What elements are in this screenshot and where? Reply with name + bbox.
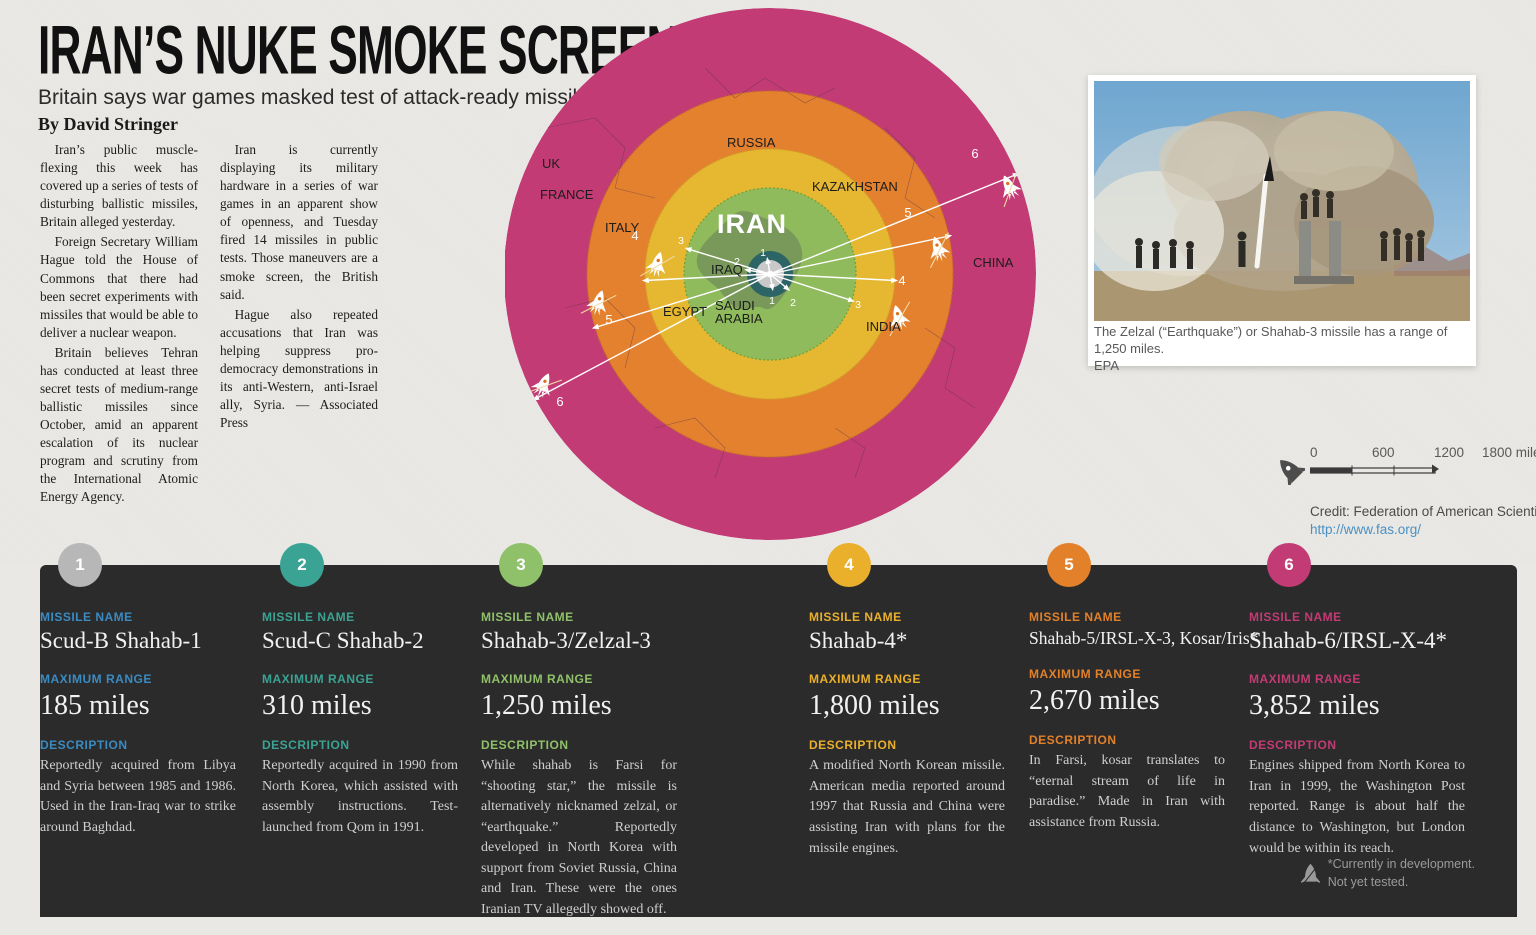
svg-text:EGYPT: EGYPT — [663, 304, 707, 319]
svg-text:3: 3 — [855, 299, 861, 311]
svg-text:ITALY: ITALY — [605, 220, 640, 235]
svg-text:INDIA: INDIA — [866, 319, 901, 334]
svg-text:3: 3 — [678, 235, 684, 247]
svg-text:5: 5 — [605, 312, 612, 327]
svg-text:IRAQ: IRAQ — [711, 262, 743, 277]
svg-text:6: 6 — [556, 394, 563, 409]
svg-text:1: 1 — [769, 295, 775, 307]
svg-text:RUSSIA: RUSSIA — [727, 135, 776, 150]
svg-text:2: 2 — [790, 297, 796, 309]
svg-text:ARABIA: ARABIA — [715, 311, 763, 326]
svg-text:1: 1 — [760, 247, 766, 259]
svg-text:KAZAKHSTAN: KAZAKHSTAN — [812, 179, 898, 194]
svg-text:FRANCE: FRANCE — [540, 187, 594, 202]
svg-text:UK: UK — [542, 156, 560, 171]
svg-text:CHINA: CHINA — [973, 255, 1014, 270]
svg-text:5: 5 — [904, 205, 911, 220]
svg-text:IRAN: IRAN — [717, 209, 787, 239]
svg-text:4: 4 — [898, 273, 905, 288]
svg-text:6: 6 — [971, 146, 978, 161]
